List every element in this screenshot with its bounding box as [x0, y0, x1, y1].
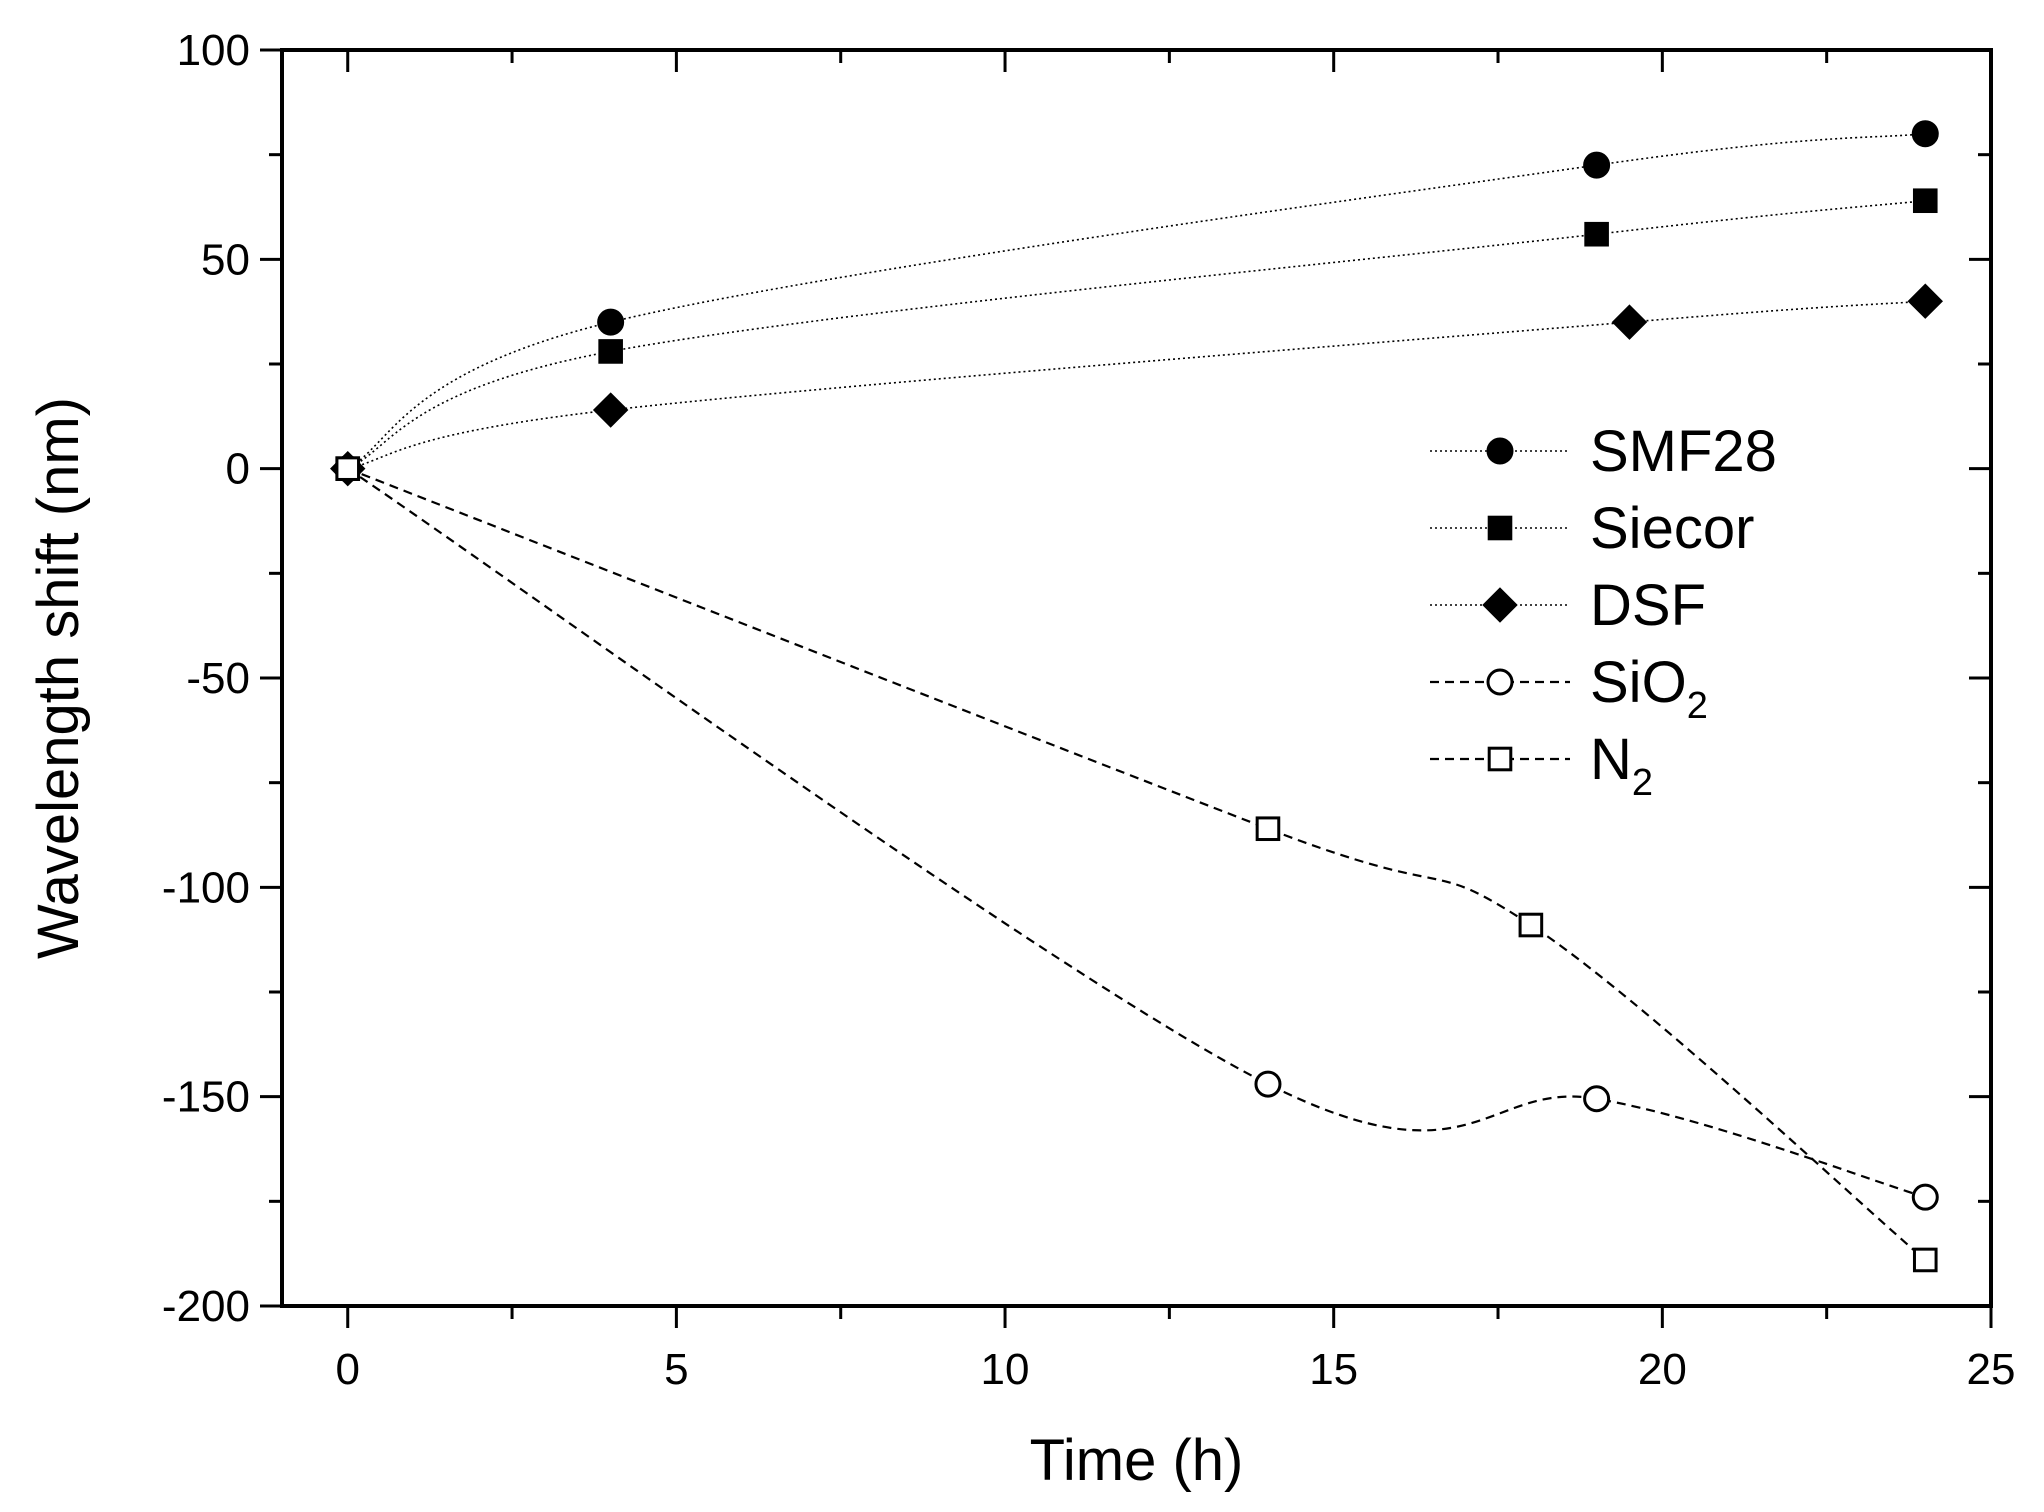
series-line	[347, 199, 1926, 470]
legend-marker	[1482, 587, 1518, 623]
series-n2	[335, 456, 1938, 1273]
series-line	[347, 300, 1926, 470]
x-axis-title: Time (h)	[1030, 1428, 1244, 1493]
series-sio2	[334, 455, 1939, 1211]
legend-label-main: SiO	[1590, 650, 1687, 715]
legend-item-n2: N2	[1430, 727, 1653, 804]
legend-label-main: Siecor	[1590, 496, 1754, 561]
legend-marker	[1486, 668, 1514, 696]
legend-item-siecor: Siecor	[1430, 496, 1754, 561]
data-point	[335, 456, 361, 481]
series-line	[347, 467, 1926, 1261]
legend-label: DSF	[1590, 573, 1706, 638]
legend-label-subscript: 2	[1632, 762, 1653, 804]
legend-item-sio2: SiO2	[1430, 650, 1708, 727]
series-layer	[330, 120, 1943, 1273]
legend-label-main: N	[1590, 727, 1632, 792]
x-tick-label: 25	[1967, 1345, 2016, 1394]
x-tick-label: 5	[664, 1345, 688, 1394]
data-point	[1911, 120, 1939, 148]
data-point	[597, 308, 625, 336]
x-tick-label: 10	[981, 1345, 1030, 1394]
y-tick-label: 0	[226, 445, 250, 494]
x-tick-label: 20	[1638, 1345, 1687, 1394]
data-point	[1254, 1070, 1282, 1098]
data-point	[1518, 912, 1544, 938]
legend-item-dsf: DSF	[1430, 573, 1706, 638]
data-point	[1583, 1085, 1611, 1113]
data-point	[592, 392, 629, 428]
y-tick-label: -150	[162, 1073, 250, 1122]
data-point	[598, 339, 623, 364]
legend-marker	[1487, 515, 1513, 541]
data-point	[1583, 151, 1611, 179]
y-tick-label: 100	[177, 26, 250, 75]
axis-layer: 0 5 10 15 20 25 -200 -150 -100 -50 0 50 100	[162, 26, 2016, 1394]
y-tick-label: 50	[201, 235, 250, 284]
data-point	[1611, 304, 1648, 340]
legend-label: N2	[1590, 727, 1653, 804]
legend-label-main: DSF	[1590, 573, 1706, 638]
legend-label: SMF28	[1590, 419, 1777, 484]
data-point	[1907, 283, 1943, 319]
y-axis-title: Wavelength shift (nm)	[26, 397, 91, 959]
y-tick-label: -200	[162, 1282, 250, 1331]
legend-label: SiO2	[1590, 650, 1708, 727]
data-point	[1584, 221, 1609, 247]
legend-label: Siecor	[1590, 496, 1754, 561]
legend-item-smf28: SMF28	[1430, 419, 1777, 484]
y-tick-label: -50	[186, 654, 250, 703]
x-tick-label: 15	[1309, 1345, 1358, 1394]
data-point	[1255, 816, 1281, 842]
data-point	[1912, 1247, 1938, 1273]
legend-label-subscript: 2	[1687, 685, 1708, 727]
series-line	[347, 132, 1926, 470]
legend-marker	[1487, 746, 1513, 772]
plot-frame	[280, 48, 1993, 1308]
legend-marker	[1486, 437, 1514, 465]
legend-label-main: SMF28	[1590, 419, 1777, 484]
x-tick-label: 0	[335, 1345, 359, 1394]
y-tick-label: -100	[162, 863, 250, 912]
data-point	[1912, 188, 1938, 214]
data-point	[1911, 1183, 1939, 1211]
series-line	[347, 467, 1926, 1199]
